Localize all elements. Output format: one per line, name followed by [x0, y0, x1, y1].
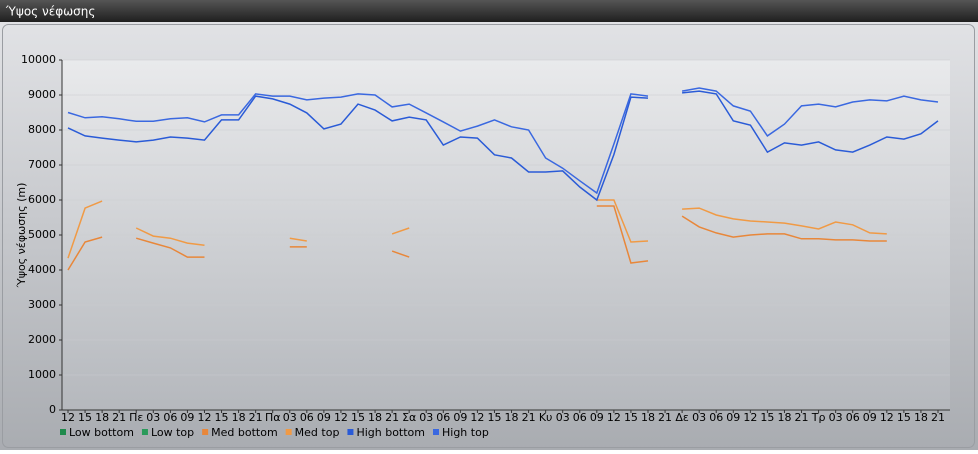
x-tick-label: 03 — [283, 411, 297, 424]
x-tick-label: Πε — [129, 411, 143, 424]
x-tick-label: 03 — [419, 411, 433, 424]
x-tick-label: Κυ — [539, 411, 553, 424]
x-tick-label: 06 — [436, 411, 450, 424]
x-tick-label: 12 — [334, 411, 348, 424]
series-line — [67, 87, 939, 195]
x-tick-label: 09 — [453, 411, 467, 424]
title-bar — [0, 0, 978, 22]
x-tick-label: 06 — [573, 411, 587, 424]
x-tick-label: 12 — [197, 411, 211, 424]
x-tick-label: 12 — [607, 411, 621, 424]
x-tick-label: 15 — [351, 411, 365, 424]
x-tick-label: 15 — [487, 411, 501, 424]
series-line — [67, 205, 887, 271]
legend-swatch — [141, 429, 148, 435]
y-tick-label: 1000 — [28, 368, 56, 381]
legend-swatch — [60, 429, 66, 435]
series-line — [67, 199, 887, 259]
x-tick-label: 18 — [232, 411, 246, 424]
x-tick-label: 21 — [249, 411, 263, 424]
x-tick-label: 12 — [743, 411, 757, 424]
x-tick-label: Σα — [402, 411, 416, 424]
x-tick-label: 15 — [760, 411, 774, 424]
y-tick-label: 5000 — [28, 228, 56, 241]
x-tick-label: 03 — [829, 411, 843, 424]
x-tick-label: 12 — [61, 411, 75, 424]
x-tick-label: 15 — [215, 411, 229, 424]
y-tick-label: 3000 — [28, 298, 56, 311]
y-tick-label: 4000 — [28, 263, 56, 276]
y-tick-label: 10000 — [21, 53, 56, 66]
y-axis-label: Ύψος νέφωσης (m) — [15, 183, 28, 289]
x-tick-label: 12 — [880, 411, 894, 424]
window-title: Ύψος νέφωσης — [5, 5, 95, 19]
legend-swatch — [285, 429, 292, 435]
x-tick-label: 21 — [658, 411, 672, 424]
x-tick-label: 21 — [522, 411, 536, 424]
x-tick-label: 06 — [163, 411, 177, 424]
x-tick-label: 09 — [317, 411, 331, 424]
x-tick-label: 09 — [180, 411, 194, 424]
x-tick-label: 09 — [863, 411, 877, 424]
x-tick-label: 21 — [112, 411, 126, 424]
series-line — [67, 90, 939, 202]
x-tick-label: 18 — [777, 411, 791, 424]
x-tick-label: Πα — [265, 411, 281, 424]
legend-label: High bottom — [356, 426, 425, 439]
legend-label: Med top — [295, 426, 340, 439]
x-tick-label: 15 — [897, 411, 911, 424]
x-tick-label: 21 — [931, 411, 945, 424]
x-tick-label: 03 — [692, 411, 706, 424]
legend-swatch — [202, 429, 209, 435]
legend-swatch — [347, 429, 354, 435]
x-tick-label: 03 — [146, 411, 160, 424]
y-tick-label: 2000 — [28, 333, 56, 346]
x-tick-label: Δε — [675, 411, 689, 424]
legend-swatch — [433, 429, 439, 435]
x-tick-label: 18 — [368, 411, 382, 424]
x-tick-label: Τρ — [811, 411, 826, 424]
panel-border — [2, 24, 975, 448]
x-tick-label: 09 — [726, 411, 740, 424]
x-tick-label: 06 — [709, 411, 723, 424]
x-tick-label: 09 — [590, 411, 604, 424]
x-tick-label: 21 — [795, 411, 809, 424]
x-tick-label: 18 — [914, 411, 928, 424]
y-tick-label: 7000 — [28, 158, 56, 171]
x-tick-label: 06 — [846, 411, 860, 424]
y-tick-label: 8000 — [28, 123, 56, 136]
x-tick-label: 21 — [385, 411, 399, 424]
x-tick-label: 15 — [624, 411, 638, 424]
x-tick-label: 18 — [641, 411, 655, 424]
y-tick-label: 6000 — [28, 193, 56, 206]
x-tick-label: 12 — [470, 411, 484, 424]
legend-label: Low top — [151, 426, 194, 439]
y-tick-label: 0 — [49, 403, 56, 416]
x-tick-label: 03 — [556, 411, 570, 424]
legend-label: Low bottom — [69, 426, 134, 439]
x-tick-label: 06 — [300, 411, 314, 424]
legend-label: High top — [442, 426, 489, 439]
x-tick-label: 18 — [95, 411, 109, 424]
legend-label: Med bottom — [211, 426, 278, 439]
x-tick-label: 18 — [505, 411, 519, 424]
x-tick-label: 15 — [78, 411, 92, 424]
y-tick-label: 9000 — [28, 88, 56, 101]
